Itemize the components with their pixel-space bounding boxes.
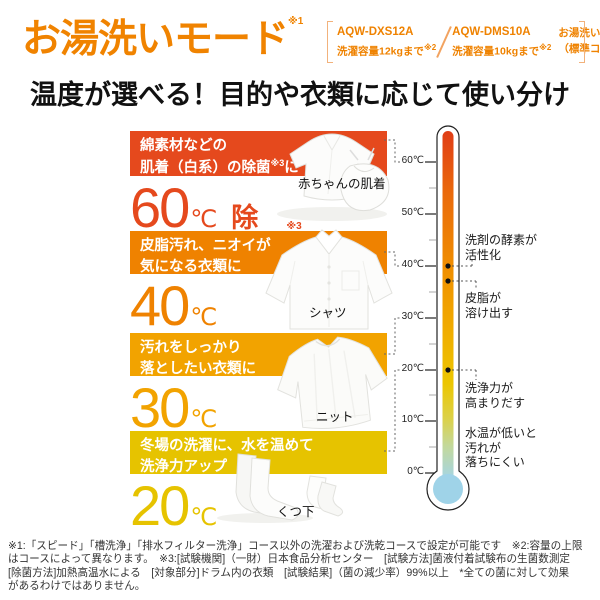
- slash-divider: [436, 26, 452, 58]
- band-20-temperature: 20 ℃: [130, 474, 387, 537]
- annotation-connectors: [452, 260, 477, 380]
- tick-0: 0℃: [407, 466, 424, 477]
- model-1-capacity: 洗濯容量12kgまで※2: [337, 42, 437, 58]
- mode-logo-footnote-marker: ※1: [288, 16, 304, 27]
- model-2-name: AQW-DMS10A: [452, 26, 531, 39]
- temp-unit-20: ℃: [190, 504, 218, 531]
- footnote-line-2: はコースによって異なります。 ※3:[試験機関]（一財）日本食品分析センター […: [8, 553, 571, 566]
- temp-value-30: 30: [130, 376, 190, 439]
- model-1-name: AQW-DXS12A: [337, 26, 414, 39]
- model-compatibility-box: AQW-DXS12A 洗濯容量12kgまで※2 AQW-DMS10A 洗濯容量1…: [327, 21, 600, 63]
- footnote-line-1: ※1:「スピード」「槽洗浄」「排水フィルター洗浄」コース以外の洗濯および洗乾コー…: [8, 540, 583, 552]
- tick-20: 20℃: [401, 363, 424, 374]
- footnote-line-3: [除菌方法]加熱高温水による [対象部分]ドラム内の衣類 [試験結果]（菌の減少…: [8, 566, 570, 579]
- shirt-image: [265, 229, 393, 330]
- knit-label: ニット: [316, 410, 354, 424]
- band-30-temperature: 30 ℃: [130, 376, 387, 439]
- annotation-enzyme: 洗剤の酵素が 活性化: [465, 233, 538, 262]
- footnotes: ※1:「スピード」「槽洗浄」「排水フィルター洗浄」コース以外の洗濯および洗乾コー…: [8, 540, 598, 594]
- thermometer-illustration: [384, 125, 477, 511]
- socks-image: [217, 453, 344, 523]
- availability-line-1: お湯洗いできる！: [558, 27, 600, 40]
- mode-logo-text: お湯洗いモード: [22, 18, 289, 61]
- page-title: 温度が選べる！目的や衣類に応じて使い分け: [30, 80, 570, 110]
- annotation-sebum: 皮脂が 溶け出す: [465, 291, 514, 320]
- temp-unit-40: ℃: [190, 304, 218, 331]
- bracket-right: [579, 21, 585, 63]
- socks-label: くつ下: [277, 505, 315, 519]
- annotation-cold-water: 水温が低いと 汚れが 落ちにくい: [465, 426, 538, 469]
- footnote-line-4: があるわけではありません。: [8, 580, 146, 593]
- temp-unit-30: ℃: [190, 406, 218, 433]
- temp-value-60: 60: [130, 176, 190, 239]
- band-40-temperature: 40 ℃: [130, 274, 387, 337]
- major-ticks: [425, 161, 436, 474]
- thermometer-fluid: [442, 131, 454, 481]
- mode-logo: お湯洗いモード※1: [22, 16, 303, 62]
- knit-image: [277, 336, 388, 429]
- baby-underwear-label: 赤ちゃんの肌着: [298, 177, 386, 191]
- thermometer-bulb-fluid: [433, 474, 463, 504]
- model-1: AQW-DXS12A 洗濯容量12kgまで※2: [337, 24, 436, 60]
- tick-30: 30℃: [401, 311, 424, 322]
- temp-unit-60: ℃: [190, 206, 218, 233]
- tick-10: 10℃: [401, 414, 424, 425]
- tick-60: 60℃: [401, 155, 424, 166]
- availability-line-2: （標準コースの場合）: [558, 43, 600, 55]
- annotation-cleaning-power: 洗浄力が 高まりだす: [465, 381, 526, 410]
- tick-40: 40℃: [401, 259, 424, 270]
- availability-note: お湯洗いできる！ （標準コースの場合）: [558, 26, 600, 58]
- temp-value-40: 40: [130, 274, 190, 337]
- shirt-label: シャツ: [309, 306, 347, 320]
- temp-value-20: 20: [130, 474, 190, 537]
- bracket-left: [327, 21, 333, 63]
- model-2: AQW-DMS10A 洗濯容量10kgまで※2: [452, 24, 551, 60]
- annotation-dots: [445, 263, 451, 373]
- band-leader-lines: [384, 139, 401, 452]
- tick-50: 50℃: [401, 207, 424, 218]
- model-2-capacity: 洗濯容量10kgまで※2: [452, 42, 552, 58]
- baby-underwear-image: [277, 133, 390, 221]
- minor-ticks: [429, 187, 436, 448]
